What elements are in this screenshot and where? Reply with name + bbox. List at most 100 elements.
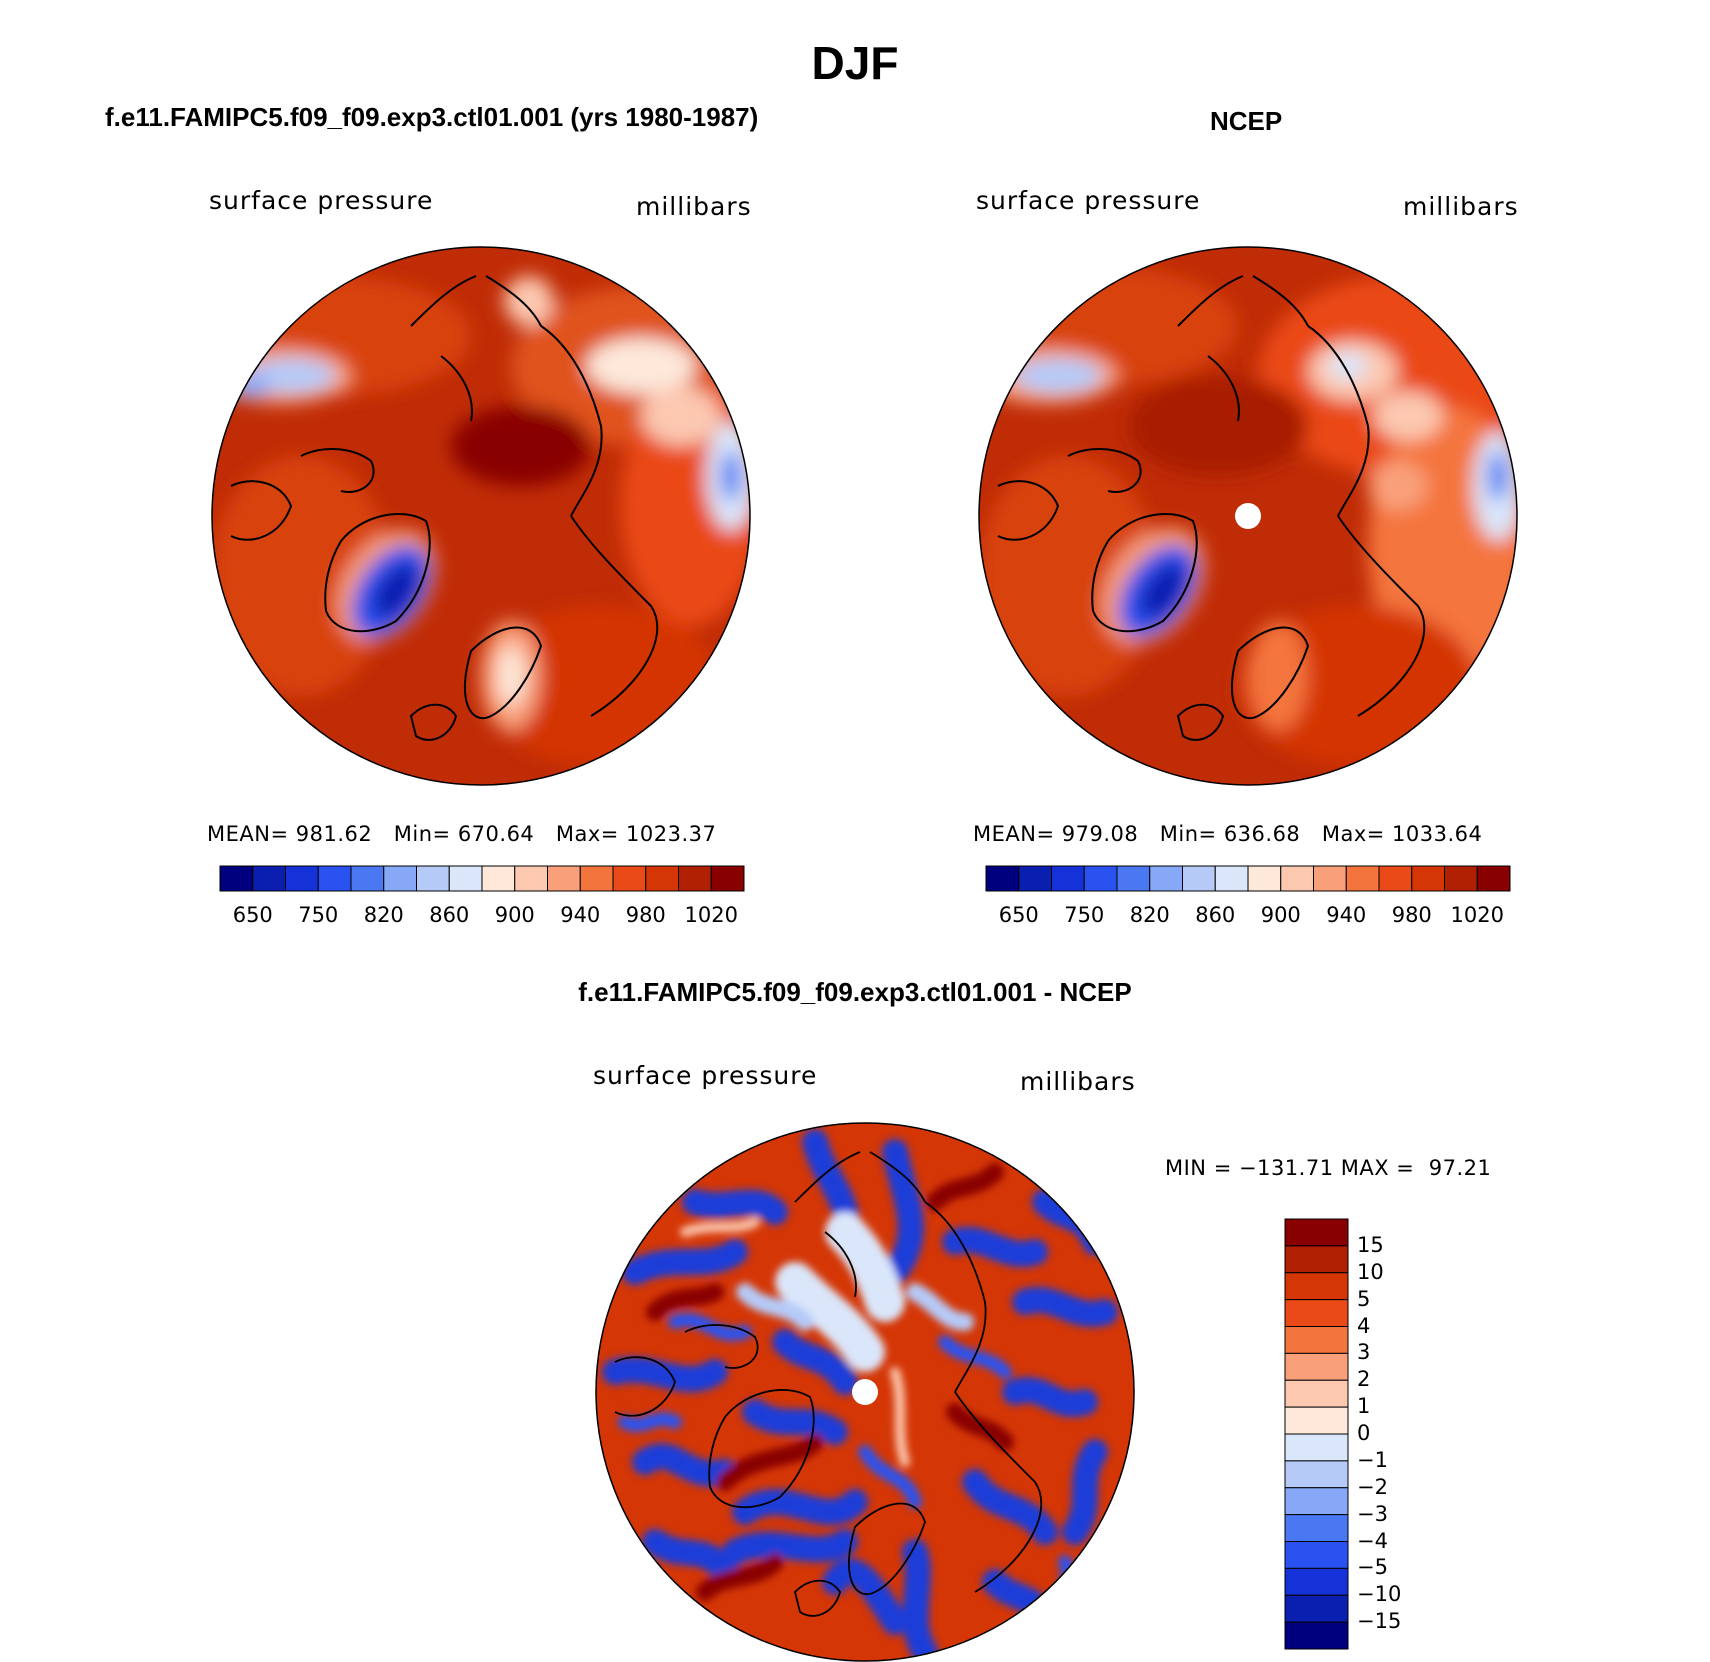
panel-1-colorbar-tick-label: 980 bbox=[625, 903, 666, 927]
panel-3-colorbar-box-6 bbox=[1284, 1379, 1349, 1408]
panel-2-colorbar-box-8 bbox=[1247, 865, 1282, 892]
panel-2-title: NCEP bbox=[1210, 106, 1283, 136]
panel-3-colorbar-tick-label: −1 bbox=[1357, 1447, 1388, 1472]
panel-1-colorbar-box-0 bbox=[219, 865, 254, 892]
panel-1-variable-label: surface pressure bbox=[209, 186, 434, 215]
panel-3-colorbar-box-2 bbox=[1284, 1272, 1349, 1301]
panel-2-units-label: millibars bbox=[1403, 192, 1519, 221]
panel-1-colorbar-tick-label: 1020 bbox=[684, 903, 738, 927]
panel-2-colorbar-box-11 bbox=[1345, 865, 1380, 892]
panel-3-colorbar-box-12 bbox=[1284, 1541, 1349, 1569]
panel-2-colorbar-box-5 bbox=[1149, 865, 1183, 892]
panel-1-colorbar-box-2 bbox=[285, 865, 319, 892]
panel-3-colorbar-box-8 bbox=[1284, 1433, 1349, 1462]
panel-2-colorbar-box-9 bbox=[1280, 865, 1314, 892]
panel-3-min-label: MIN = bbox=[1165, 1156, 1232, 1180]
panel-1-colorbar-box-1 bbox=[252, 865, 286, 892]
panel-3-colorbar-box-14 bbox=[1284, 1594, 1349, 1623]
panel-3-colorbar-tick-label: 3 bbox=[1357, 1340, 1371, 1365]
panel-3-colorbar-tick-label: −10 bbox=[1357, 1582, 1402, 1607]
panel-3-colorbar-tick-label: 5 bbox=[1357, 1286, 1371, 1311]
panel-1-mean-value: 981.62 bbox=[295, 822, 373, 846]
panel-1-colorbar-box-4 bbox=[350, 865, 385, 892]
panel-3-colorbar-box-5 bbox=[1284, 1352, 1349, 1381]
panel-2-colorbar-ticks: 650 750 820 860 900 940 980 1020 bbox=[986, 903, 1510, 929]
panel-3-colorbar-ticks: 15 10 5 4 3 2 1 0 −1 −2 −3 −4 −5 −10 −15 bbox=[1357, 1219, 1447, 1649]
panel-3-colorbar-box-15 bbox=[1284, 1621, 1349, 1650]
panel-3-colorbar-tick-label: −5 bbox=[1357, 1555, 1388, 1580]
panel-1-colorbar-box-13 bbox=[645, 865, 679, 892]
panel-3-colorbar-box-3 bbox=[1284, 1299, 1349, 1327]
panel-2-colorbar-box-2 bbox=[1051, 865, 1085, 892]
panel-3-map bbox=[595, 1122, 1135, 1662]
panel-2-map bbox=[978, 246, 1518, 786]
panel-3-min-value: −131.71 bbox=[1238, 1156, 1334, 1180]
panel-2-colorbar-box-12 bbox=[1378, 865, 1413, 892]
panel-2-colorbar-tick-label: 750 bbox=[1064, 903, 1105, 927]
panel-1-colorbar-box-5 bbox=[383, 865, 417, 892]
panel-1-colorbar-tick-label: 900 bbox=[494, 903, 535, 927]
panel-3-colorbar-box-13 bbox=[1284, 1567, 1349, 1596]
panel-1-colorbar-box-11 bbox=[579, 865, 614, 892]
panel-3-units-label: millibars bbox=[1020, 1067, 1136, 1096]
panel-1-max-label: Max= bbox=[555, 822, 619, 846]
panel-1-colorbar-box-10 bbox=[547, 865, 581, 892]
panel-1-mean-label: MEAN= bbox=[207, 822, 289, 846]
panel-2-mean-label: MEAN= bbox=[973, 822, 1055, 846]
panel-2-max-label: Max= bbox=[1321, 822, 1385, 846]
panel-1-colorbar-box-3 bbox=[317, 865, 352, 892]
panel-1-min-label: Min= bbox=[393, 822, 451, 846]
panel-3-colorbar-box-11 bbox=[1284, 1514, 1349, 1542]
panel-2-colorbar-tick-label: 820 bbox=[1129, 903, 1170, 927]
panel-3-variable-label: surface pressure bbox=[593, 1061, 818, 1090]
panel-3-stats: MIN = −131.71 MAX = 97.21 bbox=[1165, 1156, 1491, 1180]
panel-1-min-value: 670.64 bbox=[457, 822, 535, 846]
panel-1-colorbar-box-15 bbox=[710, 865, 745, 892]
panel-2-variable-label: surface pressure bbox=[976, 186, 1201, 215]
panel-1-colorbar-tick-label: 820 bbox=[363, 903, 404, 927]
panel-1-colorbar-tick-label: 860 bbox=[429, 903, 470, 927]
panel-3-colorbar-tick-label: 10 bbox=[1357, 1259, 1384, 1284]
panel-3-max-label: MAX = bbox=[1340, 1156, 1415, 1180]
panel-3-colorbar-tick-label: −4 bbox=[1357, 1528, 1388, 1553]
panel-3-colorbar-box-4 bbox=[1284, 1326, 1349, 1354]
panel-2-min-value: 636.68 bbox=[1223, 822, 1301, 846]
panel-2-colorbar-box-6 bbox=[1182, 865, 1216, 892]
panel-3-colorbar-tick-label: −2 bbox=[1357, 1474, 1388, 1499]
panel-1-title: f.e11.FAMIPC5.f09_f09.exp3.ctl01.001 (yr… bbox=[105, 102, 759, 132]
panel-1-colorbar-box-6 bbox=[416, 865, 450, 892]
panel-1-colorbar-box-12 bbox=[612, 865, 647, 892]
panel-3-colorbar-tick-label: 0 bbox=[1357, 1421, 1371, 1445]
panel-3-colorbar-box-10 bbox=[1284, 1487, 1349, 1516]
panel-3-colorbar-box-9 bbox=[1284, 1460, 1349, 1489]
panel-3-colorbar-tick-label: −3 bbox=[1357, 1501, 1388, 1526]
panel-2-colorbar-box-7 bbox=[1214, 865, 1249, 892]
panel-2-min-label: Min= bbox=[1159, 822, 1217, 846]
panel-2-colorbar-box-1 bbox=[1018, 865, 1052, 892]
panel-2-colorbar-box-15 bbox=[1476, 865, 1511, 892]
panel-2-colorbar-box-14 bbox=[1444, 865, 1478, 892]
panel-2-colorbar-box-4 bbox=[1116, 865, 1151, 892]
panel-3-colorbar-box-1 bbox=[1284, 1245, 1349, 1274]
panel-3-colorbar-tick-label: 4 bbox=[1357, 1313, 1371, 1338]
panel-3-colorbar-tick-label: 1 bbox=[1357, 1394, 1371, 1419]
panel-2-stats: MEAN= 979.08 Min= 636.68 Max= 1033.64 bbox=[973, 822, 1482, 846]
figure-title: DJF bbox=[811, 37, 899, 89]
panel-1-colorbar-ticks: 650 750 820 860 900 940 980 1020 bbox=[220, 903, 744, 929]
panel-2-colorbar-tick-label: 860 bbox=[1195, 903, 1236, 927]
panel-1-stats: MEAN= 981.62 Min= 670.64 Max= 1023.37 bbox=[207, 822, 716, 846]
panel-1-colorbar-tick-label: 940 bbox=[560, 903, 601, 927]
panel-1-colorbar-box-14 bbox=[678, 865, 712, 892]
panel-2-colorbar-box-0 bbox=[985, 865, 1020, 892]
panel-2-colorbar-box-10 bbox=[1313, 865, 1347, 892]
panel-3-colorbar-box-7 bbox=[1284, 1406, 1349, 1435]
panel-1-colorbar bbox=[219, 865, 745, 892]
panel-1-map bbox=[211, 246, 751, 786]
panel-2-mean-value: 979.08 bbox=[1061, 822, 1139, 846]
panel-3-colorbar-tick-label: 15 bbox=[1357, 1232, 1384, 1257]
panel-2-colorbar-tick-label: 980 bbox=[1391, 903, 1432, 927]
panel-3-colorbar bbox=[1284, 1218, 1349, 1650]
panel-1-colorbar-box-9 bbox=[514, 865, 548, 892]
panel-1-colorbar-tick-label: 650 bbox=[232, 903, 273, 927]
panel-2-colorbar-tick-label: 1020 bbox=[1450, 903, 1504, 927]
